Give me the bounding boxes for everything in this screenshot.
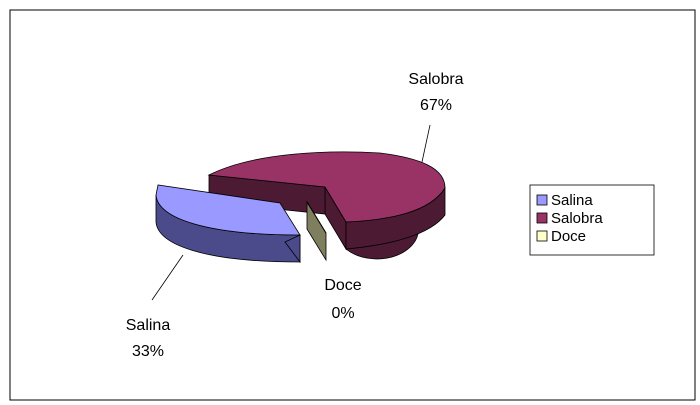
- slice-salobra-top: [207, 151, 446, 223]
- leader-line-salobra: [421, 124, 431, 163]
- legend-swatch-salobra: [536, 212, 548, 224]
- legend-swatch-salina: [536, 194, 548, 206]
- legend-entry-doce: Doce: [551, 228, 586, 245]
- slice-salina[interactable]: [155, 184, 301, 264]
- legend-box: [529, 184, 655, 256]
- legend-entry-salobra: Salobra: [551, 210, 603, 227]
- slice-label-salina-value: 33%: [132, 343, 164, 360]
- slice-label-doce-value: 0%: [331, 305, 354, 322]
- slice-label-salobra-name: Salobra: [408, 71, 463, 88]
- legend-entry-salina: Salina: [551, 192, 593, 209]
- slice-salobra[interactable]: [207, 151, 446, 260]
- slice-label-salobra-value: 67%: [420, 97, 452, 114]
- slice-salina-top: [155, 184, 301, 236]
- legend-swatch-doce: [536, 230, 548, 242]
- slice-doce[interactable]: [306, 200, 327, 262]
- slice-label-doce-name: Doce: [324, 277, 361, 294]
- leader-line-salina: [151, 254, 184, 301]
- slice-doce-edge: [306, 201, 327, 234]
- slice-label-salina-name: Salina: [126, 317, 171, 334]
- legend: Salina Salobra Doce: [529, 184, 655, 256]
